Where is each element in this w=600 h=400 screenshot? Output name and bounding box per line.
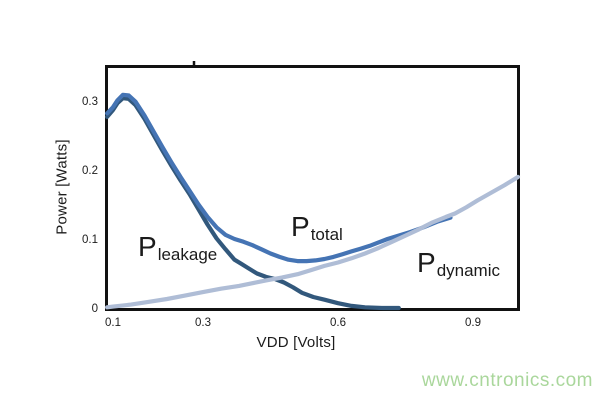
label-p-leakage: Pleakage (138, 231, 218, 264)
y-tick-label: 0.1 (82, 234, 98, 246)
label-p-total-sub: total (310, 225, 343, 244)
label-p-total-main: P (291, 211, 310, 242)
plot-frame (105, 65, 520, 311)
label-p-dynamic: Pdynamic (417, 247, 500, 280)
x-axis-title: VDD [Volts] (256, 334, 336, 351)
label-p-leakage-sub: leakage (157, 245, 218, 264)
watermark-text: www.cntronics.com (421, 370, 593, 391)
label-p-leakage-main: P (138, 231, 157, 262)
y-tick-label: 0.2 (82, 165, 98, 177)
curve-p_total (105, 92, 453, 264)
y-tick-label: 0 (92, 303, 98, 315)
label-p-dynamic-main: P (417, 247, 436, 278)
x-tick-label: 0.3 (195, 317, 211, 329)
curve-p_dynamic (105, 174, 521, 310)
x-tick-label: 0.1 (105, 317, 121, 329)
x-tick-label: 0.6 (330, 317, 346, 329)
label-p-total: Ptotal (291, 211, 343, 244)
label-p-dynamic-sub: dynamic (436, 261, 500, 280)
y-tick-label: 0.3 (82, 96, 98, 108)
y-axis-title: Power [Watts] (53, 139, 71, 235)
x-tick-label: 0.9 (465, 317, 481, 329)
